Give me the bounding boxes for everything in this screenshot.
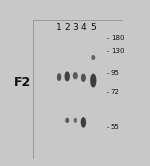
Text: 3: 3: [72, 23, 78, 33]
Text: 95: 95: [111, 70, 120, 76]
Ellipse shape: [65, 118, 69, 123]
Text: 5: 5: [90, 23, 96, 33]
Text: F2: F2: [14, 76, 31, 89]
Ellipse shape: [64, 71, 70, 81]
Ellipse shape: [90, 74, 96, 87]
Text: 55: 55: [111, 124, 120, 130]
Text: 4: 4: [81, 23, 86, 33]
Ellipse shape: [91, 55, 95, 60]
Ellipse shape: [81, 117, 86, 128]
Text: 2: 2: [64, 23, 70, 33]
Ellipse shape: [81, 74, 86, 82]
Ellipse shape: [73, 72, 78, 79]
Ellipse shape: [74, 118, 77, 123]
Text: 72: 72: [111, 89, 120, 95]
Text: 1: 1: [56, 23, 62, 33]
Ellipse shape: [57, 73, 61, 81]
Text: 180: 180: [111, 35, 124, 41]
Text: 130: 130: [111, 48, 124, 54]
